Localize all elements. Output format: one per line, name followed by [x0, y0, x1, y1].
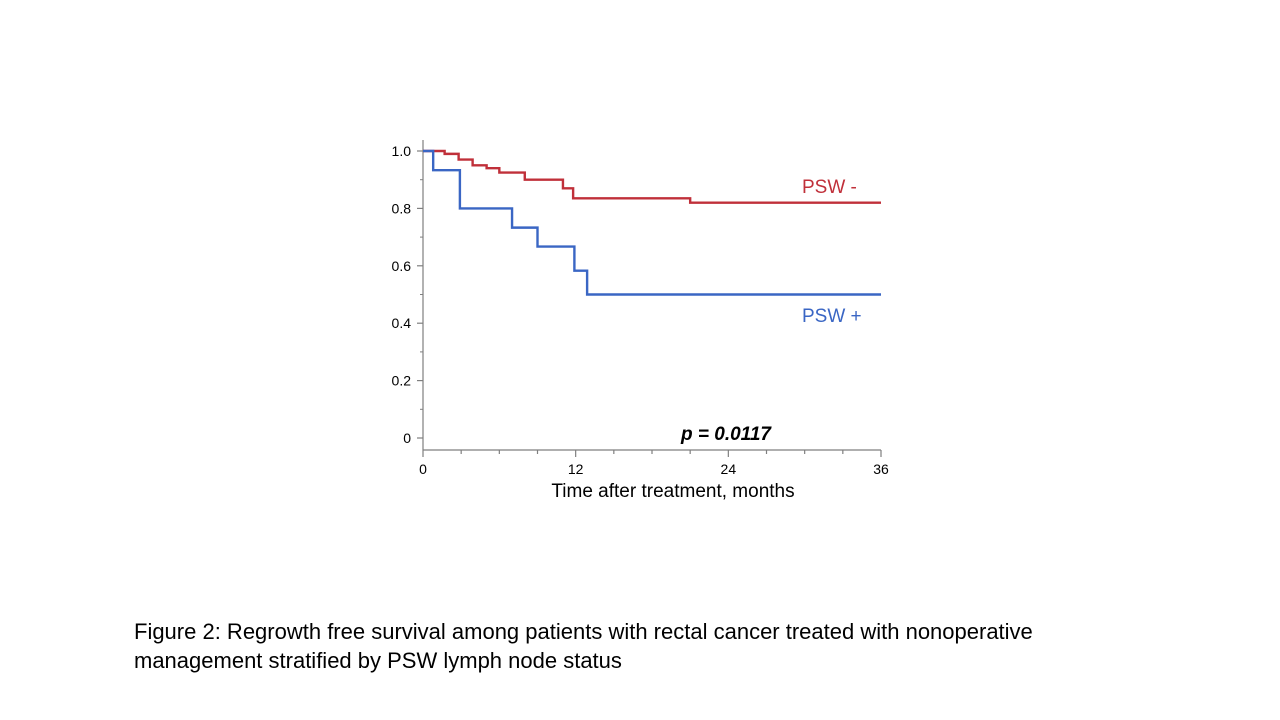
x-tick-label: 12: [568, 461, 584, 477]
caption-line-2: management stratified by PSW lymph node …: [134, 648, 622, 673]
y-tick-label: 0.8: [392, 200, 412, 216]
y-tick-label: 0.4: [392, 315, 412, 331]
y-tick-label: 0: [403, 430, 411, 446]
y-tick-label: 0.2: [392, 373, 412, 389]
series-label-psw-neg: PSW -: [802, 177, 857, 198]
x-tick-label: 24: [721, 461, 737, 477]
figure-caption: Figure 2: Regrowth free survival among p…: [134, 617, 1184, 675]
series-line-0: [423, 149, 881, 204]
axes: 0 0.2 0.4 0.6 0.8 1.0 0 12 24 36: [392, 140, 889, 477]
x-tick-label: 36: [873, 461, 889, 477]
p-value-annotation: p = 0.0117: [680, 424, 772, 445]
caption-line-1: Figure 2: Regrowth free survival among p…: [134, 619, 1033, 644]
series-line-1: [423, 149, 881, 296]
y-tick-label: 1.0: [392, 143, 412, 159]
series-layer: [423, 149, 881, 296]
x-axis-label: Time after treatment, months: [551, 481, 794, 502]
series-label-psw-pos: PSW +: [802, 306, 862, 327]
y-tick-label: 0.6: [392, 258, 412, 274]
x-tick-label: 0: [419, 461, 427, 477]
